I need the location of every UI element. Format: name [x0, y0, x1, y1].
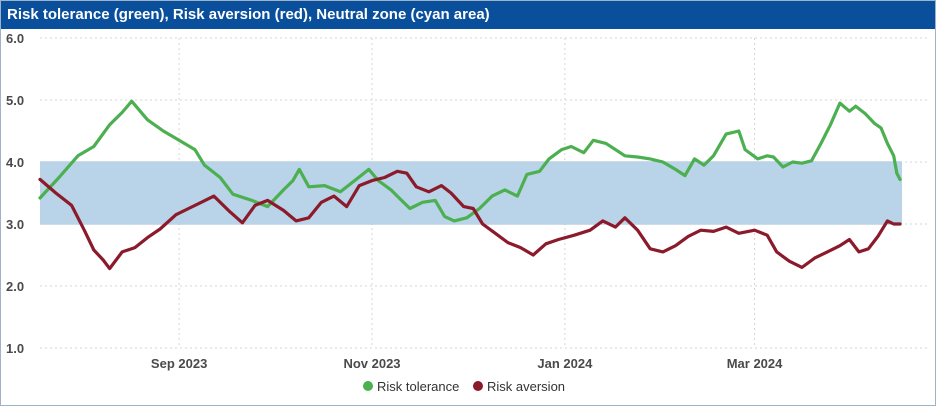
x-tick-label: Mar 2024	[727, 356, 783, 371]
y-tick-label: 2.0	[6, 279, 24, 294]
y-tick-label: 6.0	[6, 31, 24, 46]
risk-tolerance-line	[38, 99, 902, 223]
axis-labels: 1.0 2.0 3.0 4.0 5.0 6.0 Sep 2023 Nov 2023 Jan 20…	[6, 31, 783, 371]
risk-aversion-line	[38, 169, 902, 271]
legend-tolerance-label: Risk tolerance	[377, 379, 459, 394]
legend-tolerance-marker	[363, 381, 373, 391]
x-tick-label: Jan 2024	[537, 356, 593, 371]
title-bar: Risk tolerance (green), Risk aversion (r…	[1, 1, 935, 29]
legend-aversion-marker	[473, 381, 483, 391]
y-tick-label: 4.0	[6, 155, 24, 170]
legend-aversion-label: Risk aversion	[487, 379, 565, 394]
chart-title: Risk tolerance (green), Risk aversion (r…	[7, 6, 490, 23]
y-tick-label: 1.0	[6, 341, 24, 356]
x-tick-label: Sep 2023	[151, 356, 207, 371]
y-tick-label: 5.0	[6, 93, 24, 108]
x-tick-label: Nov 2023	[343, 356, 400, 371]
legend: Risk tolerance Risk aversion	[363, 379, 565, 394]
series-lines	[38, 99, 902, 271]
y-tick-label: 3.0	[6, 217, 24, 232]
